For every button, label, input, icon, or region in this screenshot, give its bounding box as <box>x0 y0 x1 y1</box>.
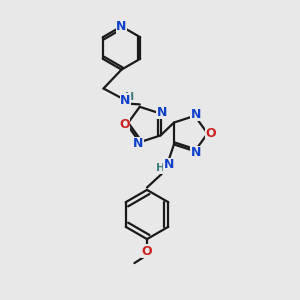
Text: O: O <box>205 127 216 140</box>
Text: H: H <box>125 92 134 102</box>
Text: N: N <box>191 146 201 159</box>
Text: O: O <box>142 244 152 258</box>
Text: N: N <box>164 158 174 172</box>
Text: H: H <box>157 163 166 173</box>
Text: O: O <box>119 118 130 131</box>
Text: N: N <box>191 108 201 121</box>
Text: N: N <box>157 106 167 118</box>
Text: N: N <box>116 20 127 33</box>
Text: N: N <box>120 94 130 107</box>
Text: N: N <box>133 137 143 150</box>
